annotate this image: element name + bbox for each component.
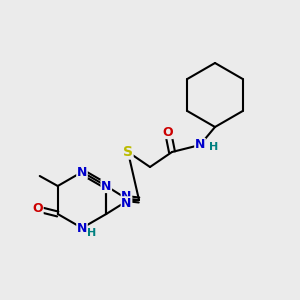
Text: N: N <box>77 221 87 235</box>
Text: N: N <box>121 197 132 210</box>
Text: N: N <box>195 139 205 152</box>
Text: N: N <box>77 166 87 178</box>
Text: O: O <box>32 202 43 215</box>
Text: N: N <box>101 179 111 193</box>
Text: H: H <box>209 142 219 152</box>
Text: O: O <box>163 125 173 139</box>
Text: N: N <box>121 190 132 203</box>
Text: S: S <box>123 145 133 159</box>
Text: H: H <box>87 228 97 238</box>
